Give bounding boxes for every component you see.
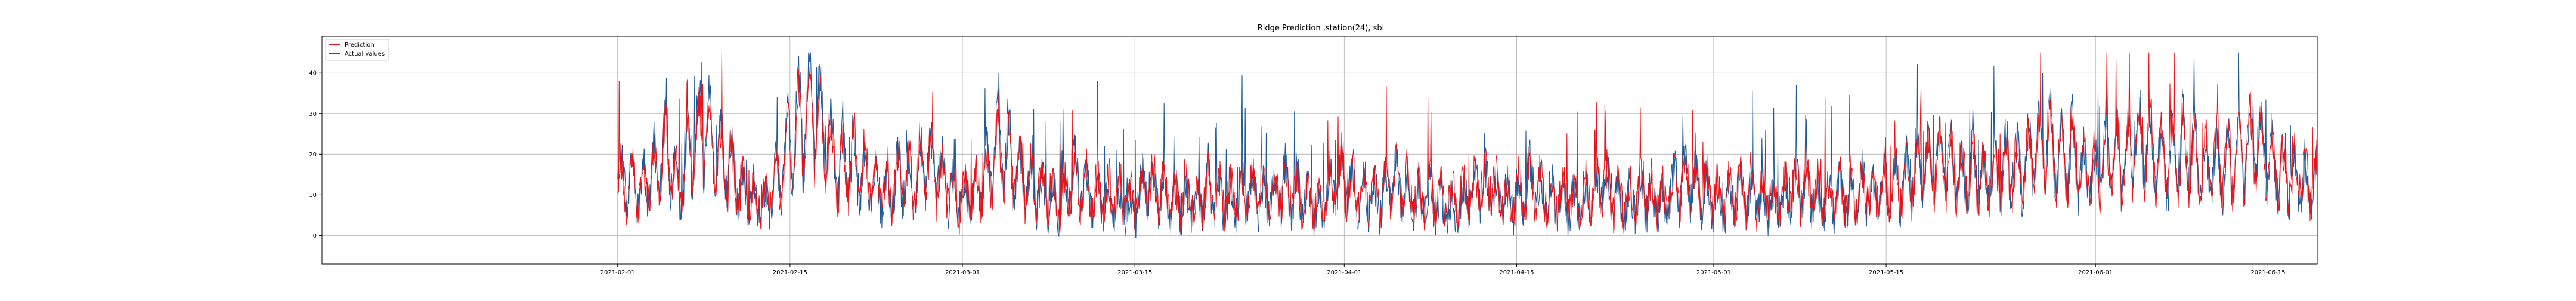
- legend-box: [325, 39, 389, 61]
- y-tick-label: 20: [309, 152, 317, 158]
- y-tick-label: 40: [309, 70, 317, 77]
- series-layer: [617, 52, 2317, 238]
- legend-label-actual-values: Actual values: [345, 51, 385, 57]
- x-tick-label: 2021-04-15: [1499, 269, 1534, 276]
- x-tick-label: 2021-06-01: [2078, 269, 2113, 276]
- series-line-prediction: [617, 52, 2317, 238]
- x-tick-label: 2021-05-15: [1869, 269, 1903, 276]
- x-tick-label: 2021-03-15: [1117, 269, 1152, 276]
- axes-layer: 2021-02-01 2021-02-15 2021-03-01 2021-03-15…: [309, 70, 2285, 276]
- legend: Prediction Actual values: [325, 39, 389, 61]
- x-tick-label: 2021-02-15: [773, 269, 807, 276]
- y-tick-label: 30: [309, 111, 317, 118]
- plot-frame: [321, 36, 2318, 265]
- legend-label-prediction: Prediction: [345, 42, 374, 48]
- y-tick-label: 10: [309, 192, 317, 199]
- chart-title: Ridge Prediction ,station(24), sbi: [1258, 24, 1384, 33]
- x-tick-label: 2021-02-01: [600, 269, 635, 276]
- x-tick-label: 2021-06-15: [2250, 269, 2285, 276]
- x-tick-label: 2021-05-01: [1696, 269, 1731, 276]
- x-tick-label: 2021-04-01: [1327, 269, 1361, 276]
- y-tick-label: 0: [313, 233, 317, 239]
- x-tick-label: 2021-03-01: [945, 269, 980, 276]
